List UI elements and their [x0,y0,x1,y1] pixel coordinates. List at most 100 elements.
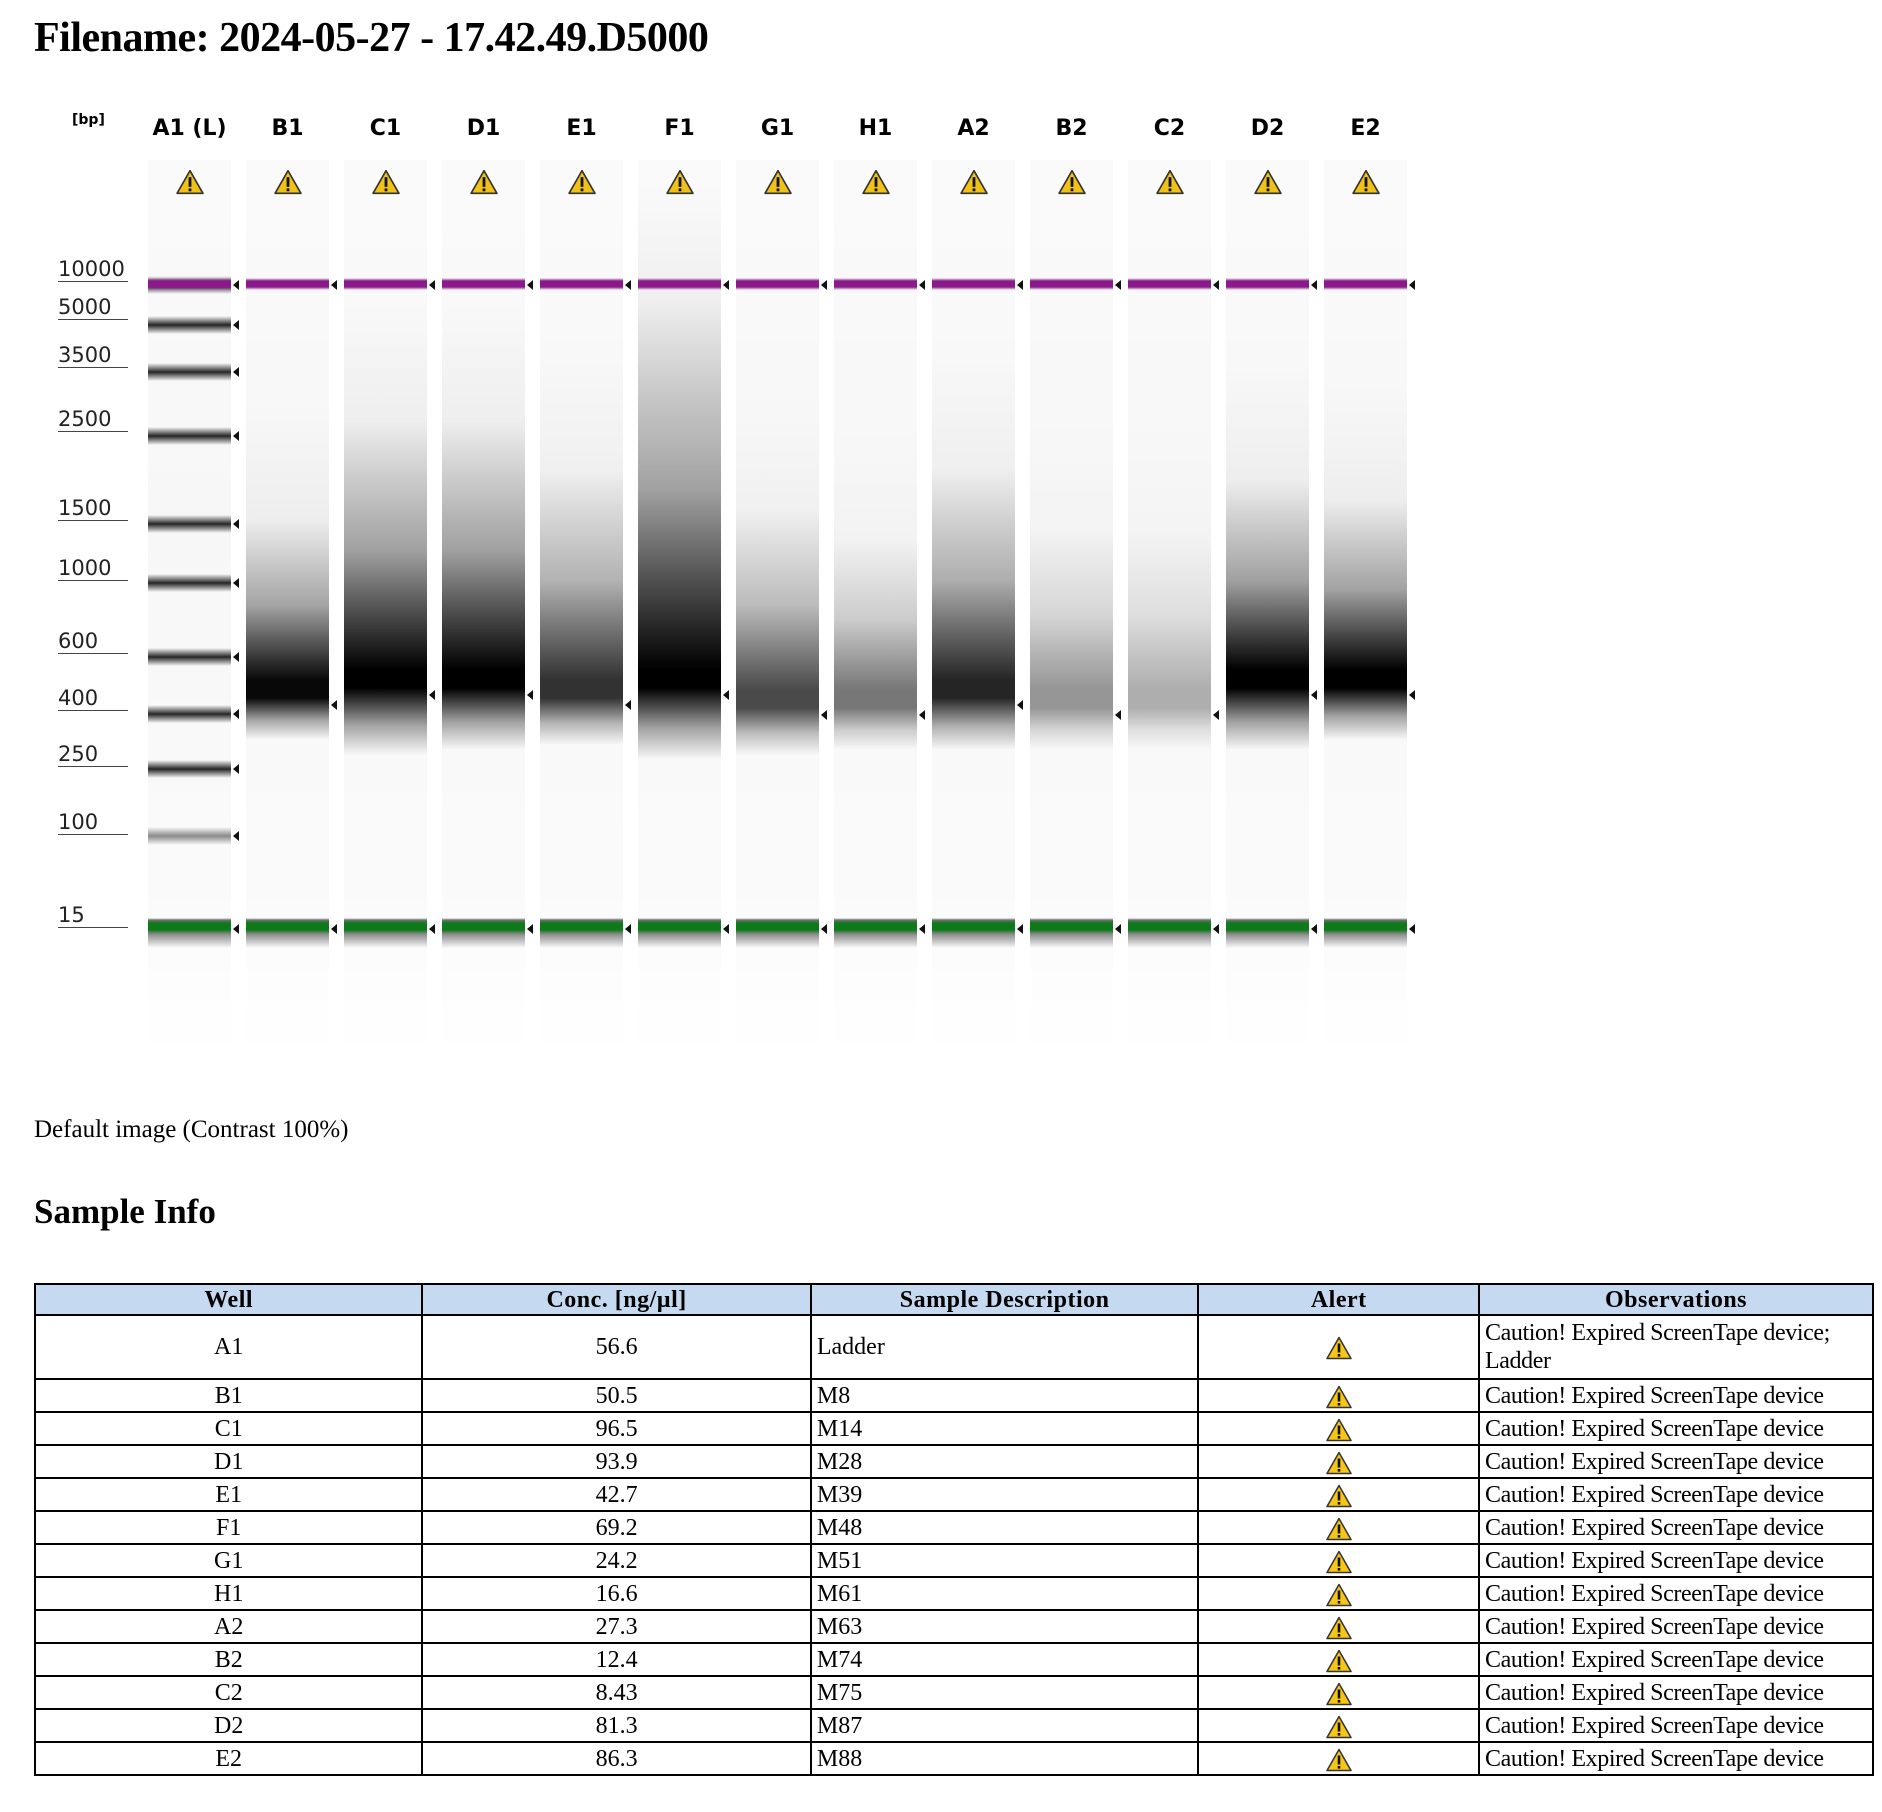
size-marker-label: 15 [58,903,85,927]
cell-conc: 12.4 [421,1642,812,1677]
cell-well: E1 [33,1477,424,1512]
cell-conc: 69.2 [421,1510,812,1545]
cell-observations: Caution! Expired ScreenTape device [1478,1609,1874,1644]
band-pointer-icon [233,764,239,774]
band-pointer-icon [1311,690,1317,700]
table-header-row: Well Conc. [ng/µl] Sample Description Al… [33,1283,1874,1316]
sample-info-table: Well Conc. [ng/µl] Sample Description Al… [33,1283,1874,1776]
gel-lane [442,160,525,1060]
observation-text: Caution! Expired ScreenTape device [1485,1745,1824,1772]
band-pointer-icon [723,690,729,700]
cell-alert [1197,1675,1481,1710]
cell-well: G1 [33,1543,424,1578]
band-pointer-icon [429,690,435,700]
band-pointer-icon [821,280,827,290]
gel-lane [1226,160,1309,1060]
band-pointer-icon [1409,690,1415,700]
observation-text: Caution! Expired ScreenTape device [1485,1415,1824,1442]
cell-alert [1197,1609,1481,1644]
band-pointer-icon [625,280,631,290]
band-pointer-icon [233,652,239,662]
band-pointer-icon [331,280,337,290]
band-pointer-icon [821,924,827,934]
cell-observations: Caution! Expired ScreenTape device [1478,1477,1874,1512]
size-marker-label: 5000 [58,295,112,319]
col-header-description: Sample Description [809,1283,1200,1316]
gel-lane [246,160,329,1060]
size-marker-label: 100 [58,810,99,834]
warning-triangle-icon [1325,1748,1352,1772]
cell-conc: 27.3 [421,1609,812,1644]
cell-conc: 8.43 [421,1675,812,1710]
cell-description: M87 [809,1708,1200,1743]
size-marker-label: 1000 [58,556,112,580]
lane-label: B1 [271,116,304,141]
warning-triangle-icon [1325,1649,1352,1673]
size-marker-label: 250 [58,742,99,766]
warning-triangle-icon [1325,1484,1352,1508]
band-pointer-icon [723,924,729,934]
observation-text: Caution! Expired ScreenTape device [1485,1679,1824,1706]
cell-well: B2 [33,1642,424,1677]
warning-triangle-icon [1325,1550,1352,1574]
band-pointer-icon [233,320,239,330]
table-row: D1 93.9 M28 Caution! Expired ScreenTape dev… [33,1444,1874,1479]
cell-description: M14 [809,1411,1200,1446]
band-pointer-icon [331,924,337,934]
cell-well: D1 [33,1444,424,1479]
table-row: D2 81.3 M87 Caution! Expired ScreenTape dev… [33,1708,1874,1743]
gel-lane [344,160,427,1060]
cell-alert [1197,1543,1481,1578]
band-pointer-icon [1311,924,1317,934]
cell-conc: 86.3 [421,1741,812,1776]
cell-description: Ladder [809,1314,1200,1380]
gel-lane [540,160,623,1060]
cell-observations: Caution! Expired ScreenTape device [1478,1411,1874,1446]
lane-label: D1 [466,116,501,141]
band-pointer-icon [1213,710,1219,720]
col-header-well: Well [33,1283,424,1316]
gel-lane [1324,160,1407,1060]
gel-lane [834,160,917,1060]
observation-text: Caution! Expired ScreenTape device [1485,1613,1824,1640]
cell-description: M28 [809,1444,1200,1479]
band-pointer-icon [233,280,239,290]
cell-description: M51 [809,1543,1200,1578]
band-pointer-icon [1311,280,1317,290]
size-marker-line [58,367,128,368]
band-pointer-icon [429,924,435,934]
band-pointer-icon [919,280,925,290]
band-pointer-icon [625,700,631,710]
cell-description: M88 [809,1741,1200,1776]
observation-text-2: Ladder [1485,1348,1551,1374]
cell-description: M63 [809,1609,1200,1644]
observation-text: Caution! Expired ScreenTape device; [1485,1320,1830,1346]
gel-lane [148,160,231,1060]
table-row: B1 50.5 M8 Caution! Expired ScreenTape devi… [33,1378,1874,1413]
cell-description: M39 [809,1477,1200,1512]
table-row: C2 8.43 M75 Caution! Expired ScreenTape dev… [33,1675,1874,1710]
band-pointer-icon [527,690,533,700]
band-pointer-icon [1017,280,1023,290]
gel-lane [1030,160,1113,1060]
size-marker-label: 400 [58,686,99,710]
cell-well: F1 [33,1510,424,1545]
band-pointer-icon [1017,924,1023,934]
table-row: G1 24.2 M51 Caution! Expired ScreenTape dev… [33,1543,1874,1578]
bp-unit-label: [bp] [72,112,105,128]
band-pointer-icon [233,519,239,529]
cell-description: M8 [809,1378,1200,1413]
cell-alert [1197,1741,1481,1776]
lane-label: E1 [566,116,597,141]
band-pointer-icon [1213,924,1219,934]
cell-well: B1 [33,1378,424,1413]
cell-conc: 81.3 [421,1708,812,1743]
cell-conc: 42.7 [421,1477,812,1512]
observation-text: Caution! Expired ScreenTape device [1485,1712,1824,1739]
lane-label: A2 [957,116,990,141]
warning-triangle-icon [1325,1418,1352,1442]
band-pointer-icon [1409,280,1415,290]
band-pointer-icon [233,924,239,934]
cell-observations: Caution! Expired ScreenTape device; Ladde… [1478,1314,1874,1380]
cell-observations: Caution! Expired ScreenTape device [1478,1543,1874,1578]
